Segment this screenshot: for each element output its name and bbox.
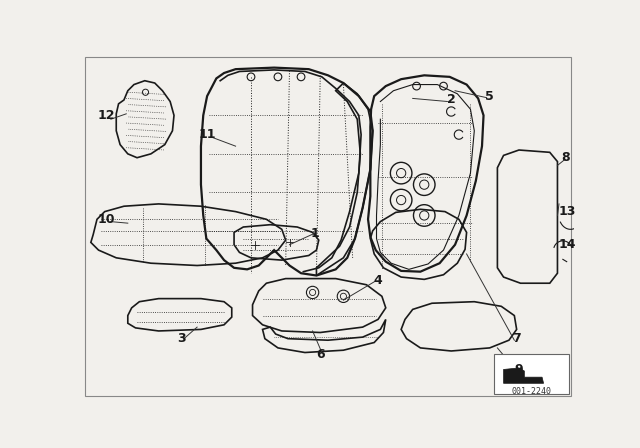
- Text: 13: 13: [559, 205, 577, 218]
- Text: 7: 7: [512, 332, 521, 345]
- Text: 4: 4: [374, 275, 383, 288]
- Text: 5: 5: [485, 90, 494, 103]
- Text: 1: 1: [310, 227, 319, 240]
- Text: 10: 10: [97, 213, 115, 226]
- Text: 12: 12: [97, 109, 115, 122]
- Text: 14: 14: [559, 238, 577, 251]
- Text: 3: 3: [177, 332, 186, 345]
- Text: 8: 8: [561, 151, 570, 164]
- Text: 9: 9: [515, 363, 524, 376]
- Text: 6: 6: [316, 348, 324, 361]
- Text: 001-2240: 001-2240: [511, 387, 551, 396]
- Text: 2: 2: [447, 94, 456, 107]
- Bar: [493, 354, 569, 394]
- Polygon shape: [504, 368, 543, 383]
- Text: 11: 11: [198, 128, 216, 141]
